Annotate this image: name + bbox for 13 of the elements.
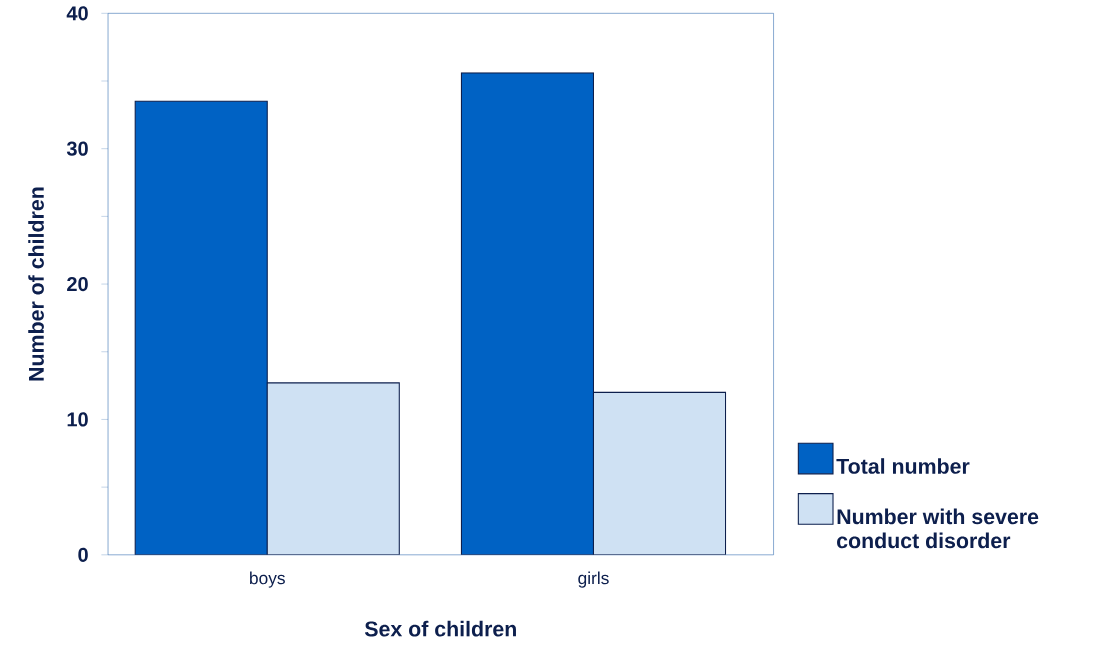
y-tick-label: 20	[67, 277, 88, 292]
legend-label: Total number	[836, 458, 970, 474]
y-tick-label: 0	[78, 547, 88, 562]
legend-label: Number with severe conduct disorder	[837, 508, 1039, 549]
y-tick-label: 30	[66, 141, 88, 156]
bar	[266, 382, 400, 555]
y-tick-label: 10	[67, 412, 88, 427]
bar	[592, 391, 727, 555]
x-tick-label: girls	[578, 571, 609, 588]
x-tick-label: boys	[250, 571, 285, 588]
y-axis-title: Number of children	[28, 187, 44, 381]
y-tick-label: 40	[66, 6, 88, 21]
x-axis-title: Sex of children	[364, 620, 516, 637]
